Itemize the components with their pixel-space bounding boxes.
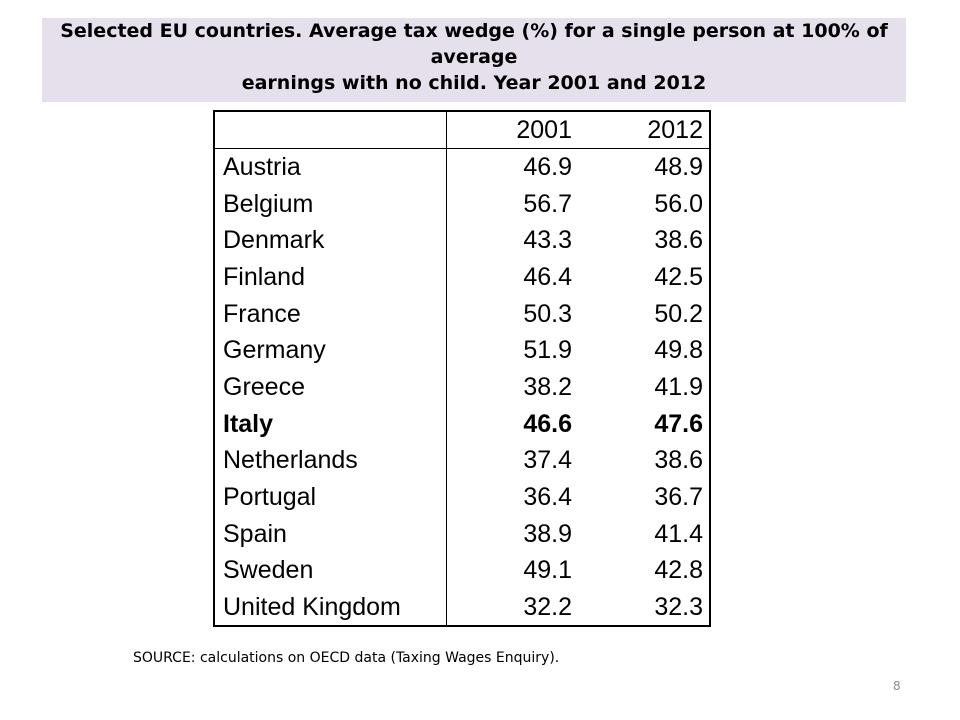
value-2001-cell: 36.4 [523,483,572,512]
table-row: Austria 46.9 48.9 [214,148,710,186]
table-header-row: 2001 2012 [214,111,710,149]
slide-number: 8 [893,679,901,693]
value-2012-cell: 42.8 [654,556,703,585]
country-cell: Germany [214,331,447,369]
country-cell: Spain [214,515,447,553]
value-2012-cell: 48.9 [654,153,703,182]
value-2001-cell: 38.2 [523,372,572,401]
table-row: Netherlands 37.4 38.6 [214,442,710,479]
table-row: United Kingdom 32.2 32.3 [214,588,710,626]
country-cell: Belgium [214,185,447,222]
country-cell: Finland [214,258,447,296]
country-cell: Italy [214,405,447,442]
value-2001-cell: 56.7 [523,189,572,218]
table-row: Belgium 56.7 56.0 [214,185,710,222]
title-line-1: Selected EU countries. Average tax wedge… [60,20,888,68]
value-2012-cell: 41.4 [654,519,703,548]
country-cell: Portugal [214,478,447,516]
header-country [214,111,447,149]
header-2001: 2001 [446,111,578,149]
value-2001-cell: 43.3 [523,226,572,255]
country-cell: France [214,295,447,332]
title-band [42,18,906,102]
table-row: Greece 38.2 41.9 [214,368,710,406]
value-2012-cell: 36.7 [654,483,703,512]
value-2001-cell: 46.4 [523,262,572,291]
value-2012-cell: 56.0 [654,189,703,218]
table-body: Austria 46.9 48.9 Belgium 56.7 56.0 Denmark 43.… [214,148,710,626]
table-row: Italy 46.6 47.6 [214,405,710,442]
value-2012-cell: 32.3 [654,592,703,621]
value-2012-cell: 42.5 [654,262,703,291]
value-2001-cell: 46.6 [523,409,572,438]
header-2012: 2012 [578,111,710,149]
value-2001-cell: 32.2 [523,592,572,621]
country-cell: Austria [214,148,447,186]
value-2001-cell: 46.9 [523,153,572,182]
table-row: France 50.3 50.2 [214,295,710,332]
value-2001-cell: 37.4 [523,446,572,475]
country-cell: Sweden [214,552,447,589]
value-2012-cell: 47.6 [654,409,703,438]
value-2012-cell: 38.6 [654,226,703,255]
slide-title: Selected EU countries. Average tax wedge… [42,18,906,96]
value-2001-cell: 50.3 [523,299,572,328]
value-2001-cell: 49.1 [523,556,572,585]
table-row: Portugal 36.4 36.7 [214,478,710,516]
country-cell: Netherlands [214,442,447,479]
table-row: Denmark 43.3 38.6 [214,221,710,259]
table-row: Sweden 49.1 42.8 [214,552,710,589]
country-cell: Denmark [214,221,447,259]
value-2012-cell: 41.9 [654,372,703,401]
table-row: Finland 46.4 42.5 [214,258,710,296]
source-note: SOURCE: calculations on OECD data (Taxin… [133,650,560,666]
table-row: Germany 51.9 49.8 [214,331,710,369]
table-row: Spain 38.9 41.4 [214,515,710,553]
country-cell: United Kingdom [214,588,447,626]
title-line-2: earnings with no child. Year 2001 and 20… [241,72,707,94]
value-2001-cell: 51.9 [523,336,572,365]
value-2001-cell: 38.9 [523,519,572,548]
tax-wedge-table: 2001 2012 Austria 46.9 48.9 Belgium 56.7 56.0… [213,110,711,627]
value-2012-cell: 38.6 [654,446,703,475]
country-cell: Greece [214,368,447,406]
value-2012-cell: 49.8 [654,336,703,365]
value-2012-cell: 50.2 [654,299,703,328]
